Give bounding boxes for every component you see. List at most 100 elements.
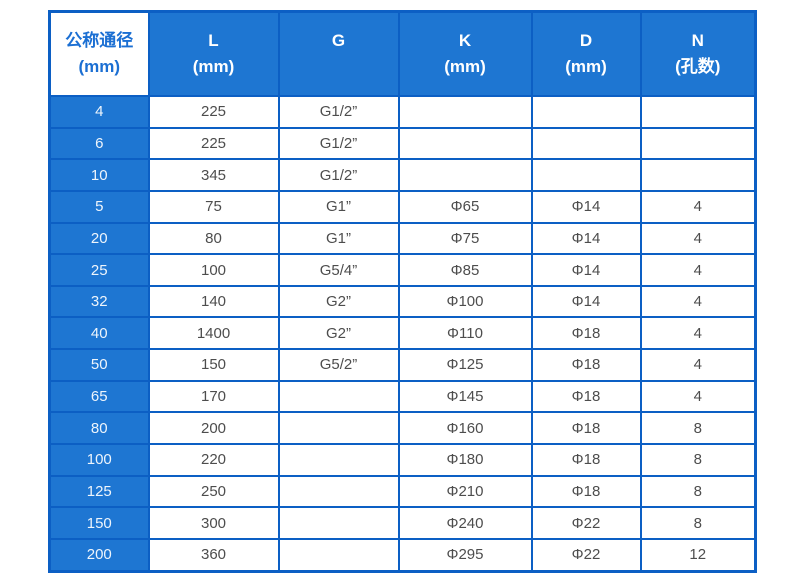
cell-K: Φ160: [397, 411, 533, 446]
table-row: 40 1400 G2” Φ110 Φ18 4: [48, 316, 757, 351]
column-header-N: N (孔数): [639, 10, 757, 97]
cell-G: G5/4”: [277, 253, 400, 287]
table-row: 200 360 Φ295 Φ22 12: [48, 537, 757, 573]
header-label: D: [579, 31, 593, 50]
cell-K: Φ100: [397, 284, 533, 319]
cell-N: 8: [639, 474, 757, 509]
table-row: 100 220 Φ180 Φ18 8: [48, 443, 757, 477]
header-row: 公称通径 (mm) L (mm) G K (mm): [48, 10, 757, 97]
cell-nominal-diameter: 4: [48, 95, 150, 129]
cell-K: Φ75: [397, 221, 533, 256]
cell-D: [530, 158, 642, 192]
cell-N: 4: [639, 284, 757, 319]
cell-G: G5/2”: [277, 348, 400, 382]
column-header-nominal-diameter: 公称通径 (mm): [48, 10, 150, 97]
cell-L: 170: [147, 379, 280, 414]
cell-K: Φ180: [397, 443, 533, 477]
cell-G: G1/2”: [277, 95, 400, 129]
cell-nominal-diameter: 50: [48, 348, 150, 382]
table-row: 10 345 G1/2”: [48, 158, 757, 192]
table-row: 25 100 G5/4” Φ85 Φ14 4: [48, 253, 757, 287]
cell-G: [277, 379, 400, 414]
table-row: 125 250 Φ210 Φ18 8: [48, 474, 757, 509]
cell-D: Φ18: [530, 443, 642, 477]
cell-nominal-diameter: 65: [48, 379, 150, 414]
cell-nominal-diameter: 100: [48, 443, 150, 477]
column-header-K: K (mm): [397, 10, 533, 97]
cell-D: [530, 95, 642, 129]
cell-L: 300: [147, 506, 280, 540]
cell-N: 4: [639, 253, 757, 287]
header-unit: (mm): [78, 57, 121, 76]
header-unit: (mm): [565, 57, 607, 76]
table-header: 公称通径 (mm) L (mm) G K (mm): [48, 10, 757, 97]
cell-N: [639, 126, 757, 161]
column-header-L: L (mm): [147, 10, 280, 97]
cell-K: Φ295: [397, 537, 533, 573]
cell-L: 150: [147, 348, 280, 382]
header-label: G: [331, 31, 346, 50]
cell-K: Φ240: [397, 506, 533, 540]
cell-G: [277, 474, 400, 509]
cell-N: 4: [639, 379, 757, 414]
header-unit: (mm): [444, 57, 486, 76]
cell-D: Φ18: [530, 411, 642, 446]
header-unit: (孔数): [675, 57, 721, 76]
spec-table: 公称通径 (mm) L (mm) G K (mm): [48, 10, 757, 573]
table-row: 4 225 G1/2”: [48, 95, 757, 129]
cell-K: [397, 126, 533, 161]
cell-nominal-diameter: 20: [48, 221, 150, 256]
cell-D: Φ14: [530, 284, 642, 319]
cell-nominal-diameter: 5: [48, 189, 150, 224]
cell-N: 4: [639, 348, 757, 382]
cell-D: Φ14: [530, 221, 642, 256]
cell-G: [277, 506, 400, 540]
header-label: N: [691, 31, 704, 50]
cell-D: Φ18: [530, 379, 642, 414]
table-row: 80 200 Φ160 Φ18 8: [48, 411, 757, 446]
cell-G: G1/2”: [277, 158, 400, 192]
cell-L: 225: [147, 95, 280, 129]
cell-K: Φ145: [397, 379, 533, 414]
header-unit: (mm): [192, 57, 235, 76]
cell-D: [530, 126, 642, 161]
cell-L: 100: [147, 253, 280, 287]
cell-L: 1400: [147, 316, 280, 351]
cell-nominal-diameter: 10: [48, 158, 150, 192]
cell-L: 220: [147, 443, 280, 477]
cell-L: 250: [147, 474, 280, 509]
cell-N: [639, 95, 757, 129]
cell-K: Φ65: [397, 189, 533, 224]
cell-G: [277, 537, 400, 573]
cell-L: 200: [147, 411, 280, 446]
cell-nominal-diameter: 32: [48, 284, 150, 319]
cell-D: Φ14: [530, 253, 642, 287]
cell-D: Φ18: [530, 474, 642, 509]
table-row: 6 225 G1/2”: [48, 126, 757, 161]
cell-L: 75: [147, 189, 280, 224]
table-row: 5 75 G1” Φ65 Φ14 4: [48, 189, 757, 224]
table-row: 65 170 Φ145 Φ18 4: [48, 379, 757, 414]
table-row: 20 80 G1” Φ75 Φ14 4: [48, 221, 757, 256]
cell-D: Φ22: [530, 506, 642, 540]
column-header-G: G: [277, 10, 400, 97]
table-row: 50 150 G5/2” Φ125 Φ18 4: [48, 348, 757, 382]
cell-nominal-diameter: 80: [48, 411, 150, 446]
cell-G: G1/2”: [277, 126, 400, 161]
cell-G: G1”: [277, 221, 400, 256]
cell-G: G1”: [277, 189, 400, 224]
cell-K: Φ125: [397, 348, 533, 382]
cell-N: 8: [639, 443, 757, 477]
cell-K: [397, 95, 533, 129]
cell-L: 225: [147, 126, 280, 161]
cell-L: 345: [147, 158, 280, 192]
cell-G: G2”: [277, 284, 400, 319]
cell-L: 80: [147, 221, 280, 256]
cell-D: Φ14: [530, 189, 642, 224]
cell-G: [277, 411, 400, 446]
spec-table-container: 公称通径 (mm) L (mm) G K (mm): [48, 10, 757, 573]
header-label: K: [458, 31, 472, 50]
cell-L: 140: [147, 284, 280, 319]
column-header-D: D (mm): [530, 10, 642, 97]
cell-N: 4: [639, 189, 757, 224]
